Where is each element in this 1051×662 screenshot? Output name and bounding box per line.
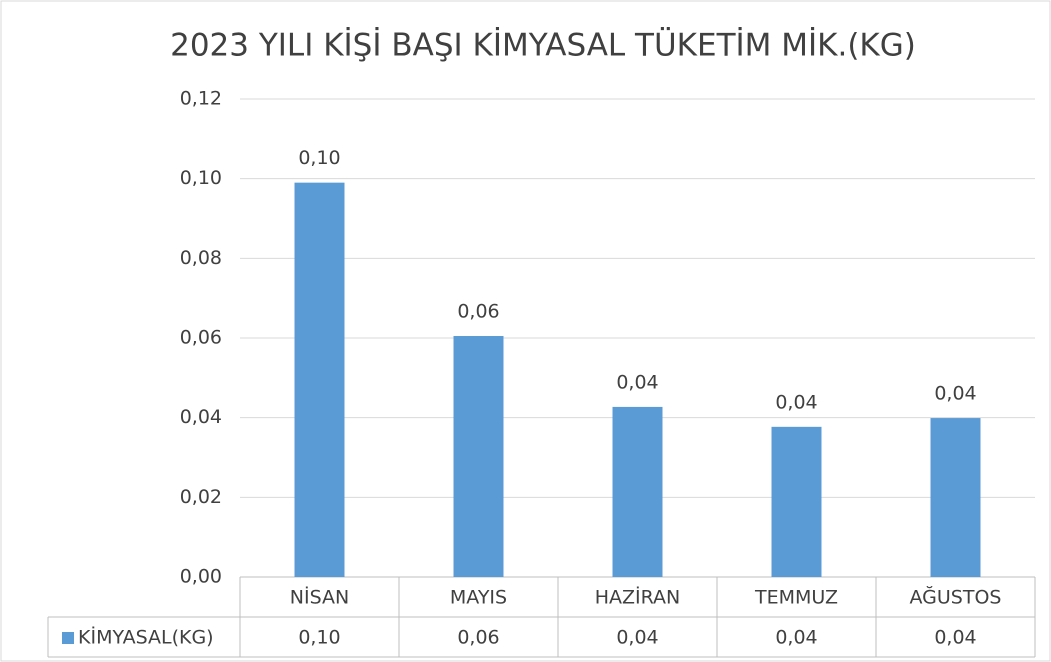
data-label: 0,04 — [616, 371, 658, 393]
table-value: 0,10 — [298, 627, 340, 649]
legend-label: KİMYASAL(KG) — [78, 626, 214, 649]
table-value: 0,04 — [616, 627, 658, 649]
table-value: 0,04 — [775, 627, 817, 649]
table-value: 0,06 — [457, 627, 499, 649]
data-label: 0,04 — [775, 391, 817, 413]
y-tick-label: 0,00 — [180, 566, 222, 588]
bar — [930, 418, 981, 577]
data-label: 0,04 — [934, 383, 976, 405]
bar — [771, 426, 822, 577]
y-tick-label: 0,04 — [180, 406, 222, 428]
x-tick-label: HAZİRAN — [595, 586, 681, 609]
bar — [453, 336, 504, 577]
chart-title: 2023 YILI KİŞİ BAŞI KİMYASAL TÜKETİM MİK… — [170, 27, 916, 64]
y-tick-label: 0,12 — [180, 88, 222, 110]
y-tick-label: 0,10 — [180, 167, 222, 189]
data-label: 0,06 — [457, 301, 499, 323]
bar — [294, 182, 345, 577]
y-tick-label: 0,08 — [180, 247, 222, 269]
legend-key — [62, 632, 74, 644]
bar — [612, 406, 663, 577]
x-tick-label: MAYIS — [450, 587, 507, 609]
x-tick-label: NİSAN — [290, 586, 349, 609]
y-tick-label: 0,02 — [180, 486, 222, 508]
y-tick-label: 0,06 — [180, 327, 222, 349]
x-tick-label: TEMMUZ — [754, 587, 838, 609]
table-value: 0,04 — [934, 627, 976, 649]
data-label: 0,10 — [298, 147, 340, 169]
x-tick-label: AĞUSTOS — [910, 585, 1002, 609]
